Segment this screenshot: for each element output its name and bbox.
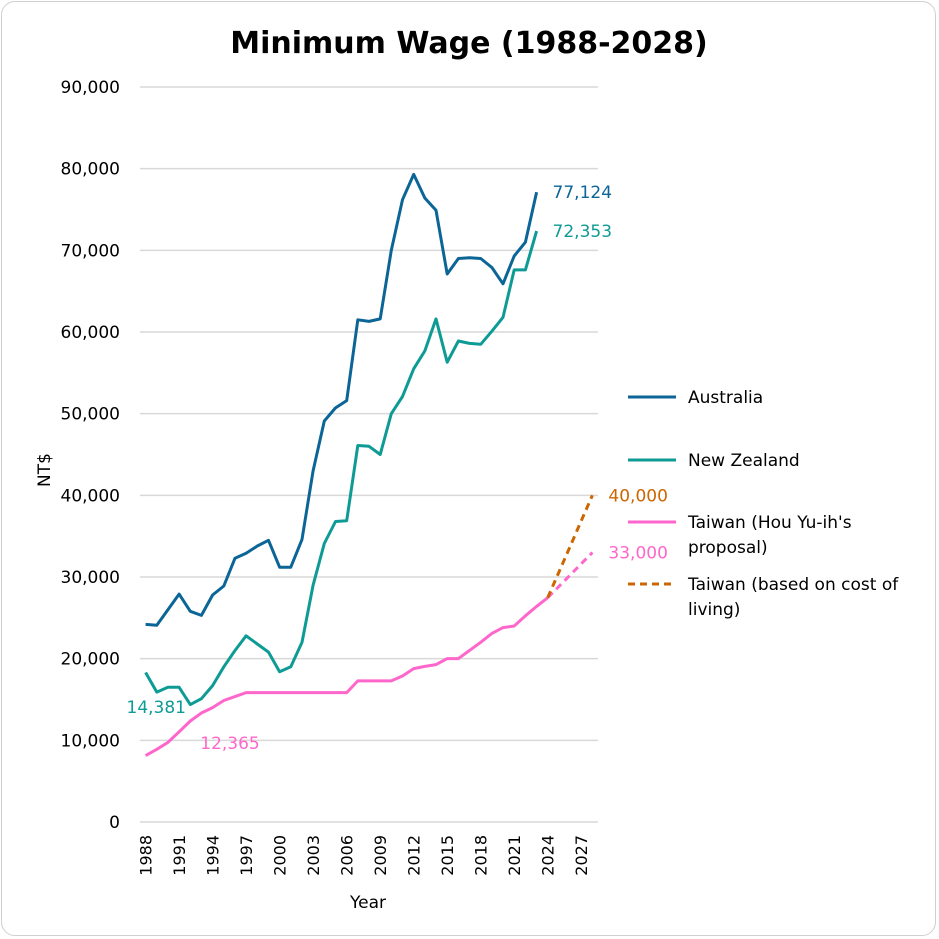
data-label: 33,000: [608, 544, 667, 564]
y-tick-label: 0: [109, 813, 120, 833]
data-label: 12,365: [200, 734, 259, 754]
projection-line-taiwan-hou-yu-ih-s-proposal: [546, 551, 594, 599]
y-tick-label: 10,000: [61, 731, 120, 751]
y-axis-label: NT$: [35, 453, 55, 487]
y-tick-label: 50,000: [61, 405, 120, 425]
legend-label: Australia: [688, 388, 763, 408]
legend-label: New Zealand: [688, 451, 800, 471]
data-label: 14,381: [127, 698, 186, 718]
y-tick-label: 20,000: [61, 650, 120, 670]
chart-title: Minimum Wage (1988-2028): [230, 26, 708, 61]
x-tick-label: 2027: [572, 835, 591, 876]
legend-label: living): [688, 600, 740, 620]
y-tick-label: 40,000: [61, 486, 120, 506]
x-tick-label: 1994: [204, 835, 223, 876]
y-tick-label: 80,000: [61, 160, 120, 180]
x-tick-label: 2000: [271, 835, 290, 876]
data-label: 77,124: [553, 183, 612, 203]
x-tick-label: 2015: [438, 835, 457, 876]
y-tick-label: 90,000: [61, 78, 120, 98]
y-tick-label: 30,000: [61, 568, 120, 588]
x-tick-label: 2012: [405, 835, 424, 876]
series-line-taiwan-based-on-cost-of-living: [546, 494, 594, 599]
x-tick-label: 2024: [539, 835, 558, 876]
x-tick-label: 1988: [137, 835, 156, 876]
series-line-taiwan-hou-yu-ih-s-proposal: [144, 596, 549, 757]
data-label: 72,353: [553, 222, 612, 242]
x-tick-label: 1997: [237, 835, 256, 876]
y-tick-label: 60,000: [61, 323, 120, 343]
x-tick-label: 2003: [304, 835, 323, 876]
x-axis-label: Year: [349, 893, 386, 913]
data-label: 40,000: [608, 486, 667, 506]
legend-label: Taiwan (Hou Yu-ih's: [687, 513, 852, 533]
x-tick-label: 2006: [338, 835, 357, 876]
legend-label: proposal): [688, 538, 768, 558]
series-line-new-zealand: [144, 230, 539, 707]
x-tick-label: 2021: [505, 835, 524, 876]
x-tick-label: 2018: [472, 835, 491, 876]
x-tick-label: 1991: [170, 835, 189, 876]
x-tick-label: 2009: [371, 835, 390, 876]
y-tick-label: 70,000: [61, 241, 120, 261]
series-line-australia: [145, 172, 539, 627]
legend-label: Taiwan (based on cost of: [687, 575, 899, 595]
